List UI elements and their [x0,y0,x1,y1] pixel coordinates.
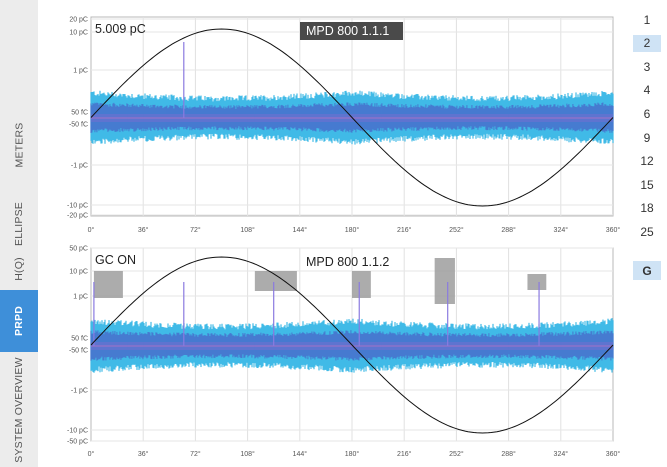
y-tick-label: -1 pC [71,163,88,170]
x-tick-label: 324° [554,226,569,234]
pd-cloud [90,318,614,373]
side-tab-prpd[interactable]: PRPD [0,290,38,352]
prpd-panel-1: 20 pC 10 pC 1 pC 50 fC -50 fC -1 pC -10 pC -20 … [67,16,621,234]
y-tick-label: 1 pC [73,68,88,75]
charge-readout: 5.009 pC [95,22,146,36]
channel-button-25[interactable]: 25 [640,224,654,239]
side-tab-ellipse[interactable]: ELLIPSE [0,200,38,248]
y-tick-label: 50 fC [71,336,88,343]
y-tick-label: -50 pC [67,439,88,446]
x-tick-label: 324° [554,450,569,458]
y-tick-label: 1 pC [73,294,88,301]
x-tick-label: 144° [293,450,308,458]
x-tick-label: 252° [449,450,464,458]
y-tick-label: -20 pC [67,213,88,220]
x-tick-label: 360° [606,450,621,458]
x-tick-label: 36° [138,226,149,234]
gate-box [93,271,123,298]
y-tick-label: -1 pC [71,388,88,395]
prpd-panel-2: 50 pC 10 pC 1 pC 50 fC -50 fC -1 pC -10 pC -50 … [67,246,620,459]
channel-button-15[interactable]: 15 [640,177,654,192]
y-tick-label: 50 pC [69,246,88,253]
side-tab-label: PRPD [12,306,25,336]
phase-sine-curve [90,256,614,434]
x-tick-label: 72° [190,450,201,458]
y-tick-label: -50 fC [69,348,88,355]
y-tick-label: 10 pC [69,269,88,276]
y-tick-label: -50 fC [69,122,88,129]
x-tick-label: 180° [345,450,360,458]
channel-selector-panel: 1 2 3 4 6 9 12 15 18 25 G [626,0,667,467]
gc-status: GC ON [95,253,136,267]
x-tick-label: 0° [88,226,95,234]
channel-button-2[interactable]: 2 [633,34,661,52]
channel-button-9[interactable]: 9 [643,130,651,145]
x-tick-label: 216° [397,450,412,458]
y-tick-label: 50 fC [71,110,88,117]
plot-title: MPD 800 1.1.1 [306,24,389,38]
side-tab-label: METERS [13,122,25,168]
group-button[interactable]: G [633,261,661,280]
x-tick-label: 288° [501,450,516,458]
y-tick-label: -10 pC [67,428,88,435]
x-tick-label: 36° [138,450,149,458]
side-tab-h-q[interactable]: H(Q) [0,248,38,290]
channel-button-6[interactable]: 6 [643,106,651,121]
side-tab-label: H(Q) [12,257,25,281]
y-tick-label: 10 pC [69,30,88,37]
title-background [300,22,403,40]
x-tick-label: 216° [397,226,412,234]
x-tick-label: 108° [240,226,255,234]
channel-button-4[interactable]: 4 [643,83,651,98]
plot-title: MPD 800 1.1.2 [306,255,389,269]
side-tab-bar: METERS ELLIPSE H(Q) PRPD SYSTEM OVERVIEW [0,0,39,467]
x-tick-label: 288° [501,226,516,234]
x-tick-label: 180° [345,226,360,234]
side-tab-meters[interactable]: METERS [0,90,38,200]
gate-box [254,271,297,291]
channel-button-18[interactable]: 18 [640,201,654,216]
channel-button-12[interactable]: 12 [640,154,654,169]
channel-button-3[interactable]: 3 [643,59,651,74]
y-tick-label: -10 pC [67,203,88,210]
x-tick-label: 72° [190,226,201,234]
side-tab-system-overview[interactable]: SYSTEM OVERVIEW [0,352,38,467]
x-tick-label: 0° [88,450,95,458]
prpd-plot-area: 20 pC 10 pC 1 pC 50 fC -50 fC -1 pC -10 pC -20 … [38,0,626,467]
side-tab-label: SYSTEM OVERVIEW [13,356,25,463]
prpd-plots-svg: 20 pC 10 pC 1 pC 50 fC -50 fC -1 pC -10 pC -20 … [67,16,621,459]
channel-button-1[interactable]: 1 [643,12,651,27]
x-tick-label: 108° [240,450,255,458]
side-tab-label: ELLIPSE [13,201,26,247]
y-tick-label: 20 pC [69,17,88,24]
x-tick-label: 252° [449,226,464,234]
phase-sine-curve [90,28,614,207]
gate-box [352,271,371,298]
gate-box [527,274,547,290]
x-tick-label: 144° [293,226,308,234]
gate-box [434,258,455,304]
x-tick-label: 360° [606,226,621,234]
